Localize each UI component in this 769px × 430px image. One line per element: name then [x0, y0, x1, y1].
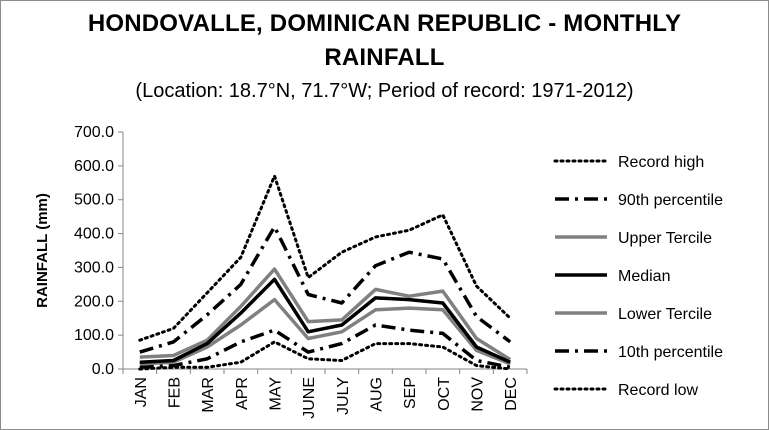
series-layer	[138, 174, 512, 371]
legend-label: Record low	[618, 382, 698, 399]
y-tick-label: 200.0	[74, 293, 114, 310]
x-tick-label: SEP	[402, 377, 419, 409]
x-tick-label: NOV	[470, 377, 487, 412]
legend-label: Median	[618, 268, 670, 285]
y-tick-label: 400.0	[74, 226, 114, 243]
y-tick-label: 700.0	[74, 124, 114, 141]
series-line-lower-tercile	[139, 297, 511, 366]
x-tick-label: OCT	[436, 377, 453, 411]
legend-label: 10th percentile	[618, 344, 723, 361]
x-tick-label: MAR	[200, 377, 217, 413]
legend-label: Upper Tercile	[618, 230, 712, 247]
y-tick-label: 0.0	[92, 361, 114, 378]
series-line-record-low	[138, 340, 512, 371]
series-line-90th-percentile	[139, 225, 512, 354]
chart-subtitle: (Location: 18.7°N, 71.7°W; Period of rec…	[135, 80, 634, 102]
x-tick-label: JUNE	[301, 377, 318, 419]
x-tick-label: MAY	[268, 377, 285, 411]
y-tick-label: 500.0	[74, 192, 114, 209]
y-axis-title: RAINFALL (mm)	[34, 193, 51, 308]
axes: 0.0 100.0 200.0 300.0 400.0 500.0 600.0 700.0 JA…	[34, 124, 528, 419]
x-tick-label: DEC	[503, 377, 520, 411]
x-tick-label: JULY	[335, 377, 352, 415]
x-tick-label: AUG	[369, 377, 386, 412]
x-tick-label: FEB	[167, 377, 184, 408]
y-tick-label: 100.0	[74, 327, 114, 344]
x-tick-label: APR	[234, 377, 251, 410]
legend: Record high 90th percentile Upper Tercile M…	[553, 154, 723, 399]
x-tick-label: JAN	[133, 377, 150, 407]
legend-label: Lower Tercile	[618, 306, 712, 323]
y-tick-label: 600.0	[74, 158, 114, 175]
series-line-record-high	[138, 174, 512, 342]
legend-label: 90th percentile	[618, 192, 723, 209]
chart-title-line-1: HONDOVALLE, DOMINICAN REPUBLIC - MONTHLY	[87, 10, 682, 37]
y-tick-label: 300.0	[74, 259, 114, 276]
series-line-10th-percentile	[139, 323, 511, 370]
series-line-median	[139, 277, 511, 364]
series-line-upper-tercile	[139, 267, 512, 361]
chart-title-line-2: RAINFALL	[324, 44, 445, 71]
legend-label: Record high	[618, 154, 704, 171]
